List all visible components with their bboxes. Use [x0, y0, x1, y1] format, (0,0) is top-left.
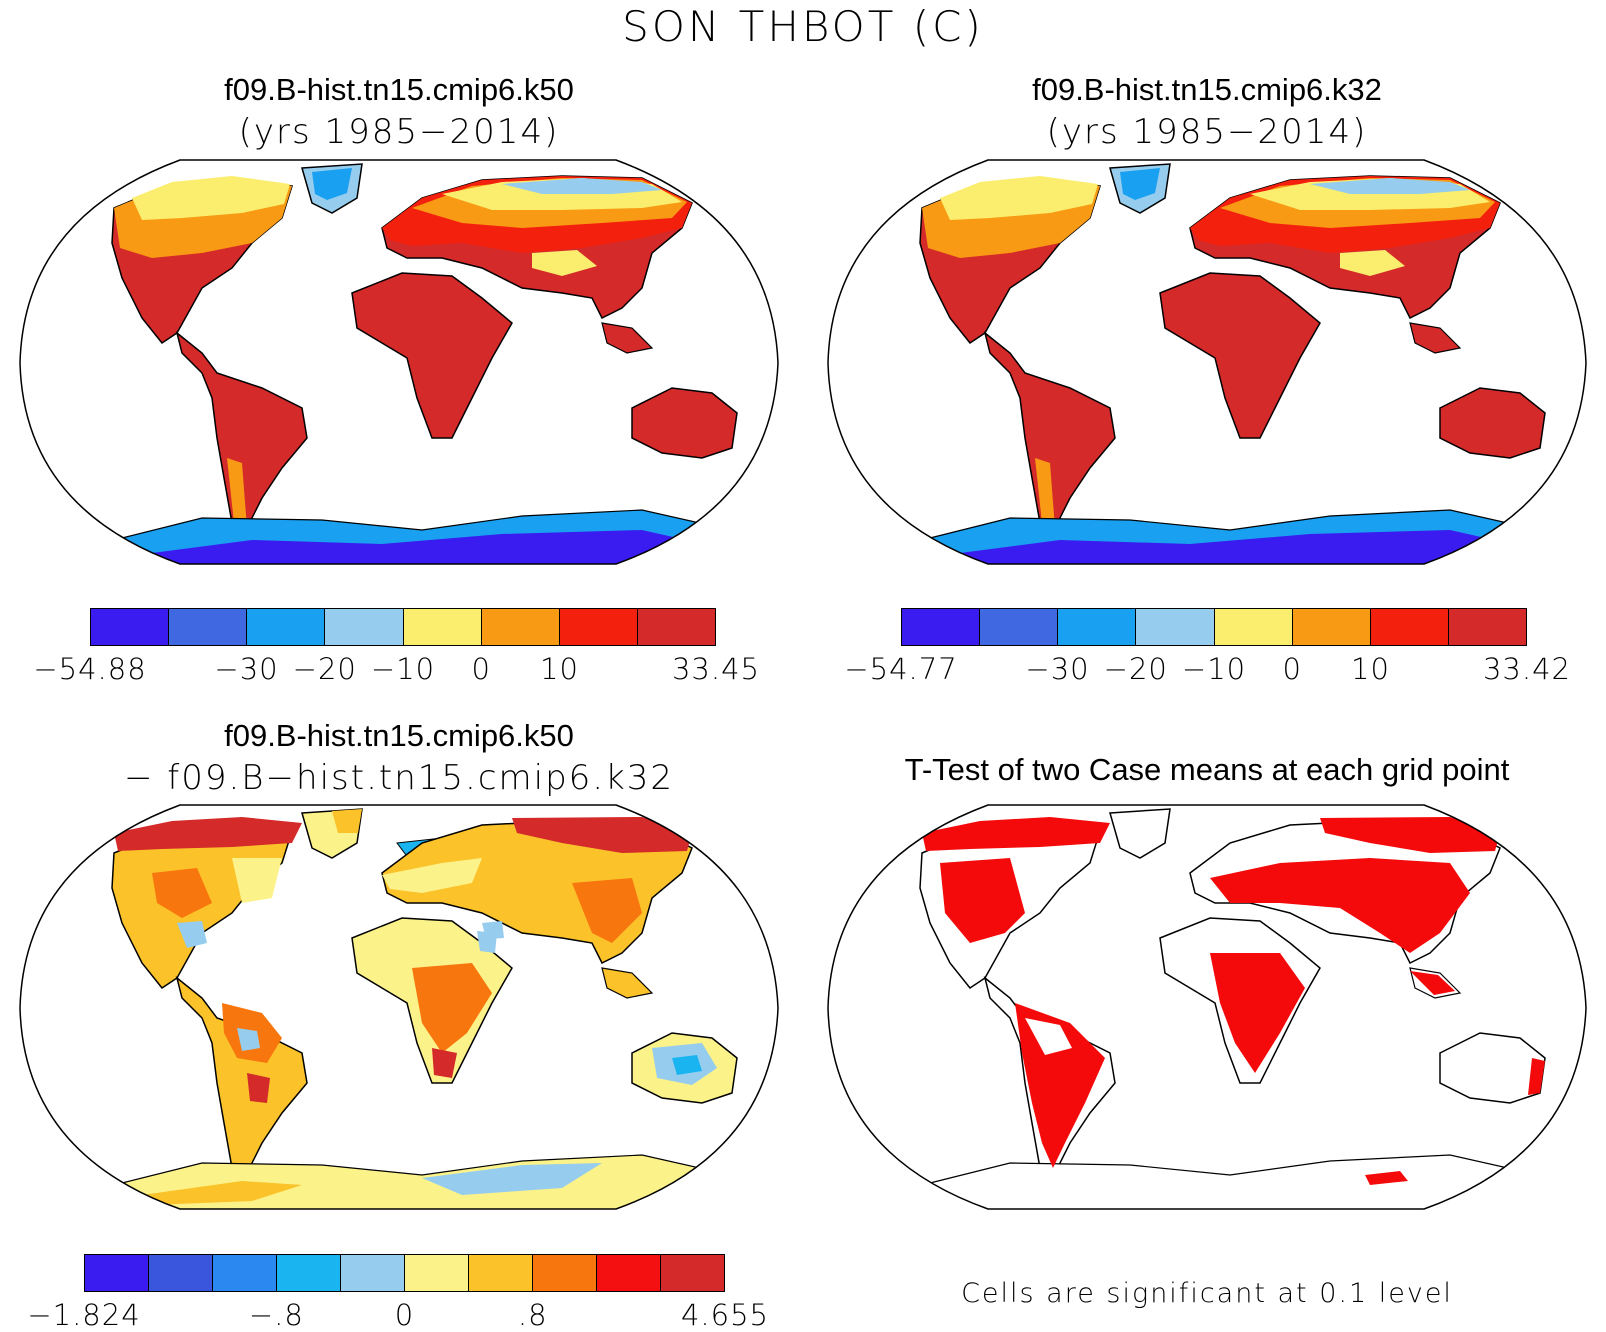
- colorbar-tick-label: 0: [471, 652, 491, 686]
- panel-top-right-title: f09.B-hist.tn15.cmip6.k32: [1032, 72, 1382, 107]
- south-america: [175, 331, 308, 529]
- colorbar-swatch: [597, 1255, 661, 1291]
- map-top-left: [19, 159, 779, 565]
- panel-bottom-left-title: f09.B-hist.tn15.cmip6.k50: [224, 718, 574, 753]
- colorbar-swatch: [1292, 609, 1371, 645]
- colorbar-tick-label: −54.88: [33, 652, 147, 686]
- colorbar-tick-label: .8: [517, 1298, 548, 1332]
- colorbar-tick-label: −10: [1181, 652, 1247, 686]
- colorbar-tick-label: −20: [292, 652, 357, 686]
- colorbar-tick-label: −.8: [248, 1298, 304, 1332]
- colorbar-swatch: [1136, 609, 1215, 645]
- colorbar-swatch: [277, 1255, 341, 1291]
- colorbar-top-left: [90, 608, 716, 646]
- colorbar-swatch: [247, 609, 326, 645]
- colorbar-swatch: [559, 609, 638, 645]
- page-title: SON THBOT (C): [622, 2, 984, 51]
- colorbar-tick-label: −10: [370, 652, 436, 686]
- colorbar-tick-label: −30: [214, 652, 279, 686]
- colorbar-tick-label: −30: [1025, 652, 1090, 686]
- colorbar-swatch: [149, 1255, 213, 1291]
- colorbar-bottom-left: [84, 1254, 725, 1292]
- colorbar-swatch: [469, 1255, 533, 1291]
- panel-bottom-left-subtitle: − f09.B−hist.tn15.cmip6.k32: [123, 758, 675, 798]
- panel-top-left-title: f09.B-hist.tn15.cmip6.k50: [224, 72, 574, 107]
- colorbar-swatch: [403, 609, 482, 645]
- colorbar-swatch: [661, 1255, 724, 1291]
- colorbar-tick-label: −20: [1103, 652, 1168, 686]
- panel-top-right-subtitle: (yrs 1985−2014): [1046, 112, 1368, 152]
- panel-top-left-subtitle: (yrs 1985−2014): [238, 112, 560, 152]
- australia: [631, 387, 738, 459]
- map-top-right: [827, 159, 1587, 565]
- colorbar-swatch: [1370, 609, 1449, 645]
- colorbar-swatch: [85, 1255, 149, 1291]
- colorbar-tick-label: −54.77: [844, 652, 958, 686]
- colorbar-swatch: [405, 1255, 469, 1291]
- colorbar-swatch: [325, 609, 404, 645]
- colorbar-tick-label: 33.42: [1482, 652, 1572, 686]
- colorbar-tick-label: 4.655: [680, 1298, 770, 1332]
- panel-bottom-right-title: T-Test of two Case means at each grid po…: [904, 752, 1510, 787]
- colorbar-tick-label: 0: [1282, 652, 1302, 686]
- map-bottom-right: [827, 804, 1587, 1210]
- africa: [351, 272, 513, 439]
- colorbar-swatch: [341, 1255, 405, 1291]
- colorbar-tick-label: 10: [540, 652, 579, 686]
- colorbar-swatch: [1448, 609, 1526, 645]
- colorbar-tick-label: 10: [1351, 652, 1390, 686]
- significance-note: Cells are significant at 0.1 level: [961, 1278, 1453, 1309]
- colorbar-swatch: [533, 1255, 597, 1291]
- colorbar-swatch: [169, 609, 248, 645]
- colorbar-swatch: [213, 1255, 277, 1291]
- colorbar-tick-label: −1.824: [27, 1298, 141, 1332]
- colorbar-top-right: [901, 608, 1527, 646]
- colorbar-swatch: [1058, 609, 1137, 645]
- map-bottom-left: [19, 804, 779, 1210]
- colorbar-tick-label: 33.45: [671, 652, 761, 686]
- colorbar-swatch: [637, 609, 715, 645]
- colorbar-swatch: [481, 609, 560, 645]
- colorbar-swatch: [902, 609, 981, 645]
- colorbar-swatch: [1214, 609, 1293, 645]
- colorbar-swatch: [980, 609, 1059, 645]
- colorbar-swatch: [91, 609, 170, 645]
- colorbar-tick-label: 0: [394, 1298, 415, 1332]
